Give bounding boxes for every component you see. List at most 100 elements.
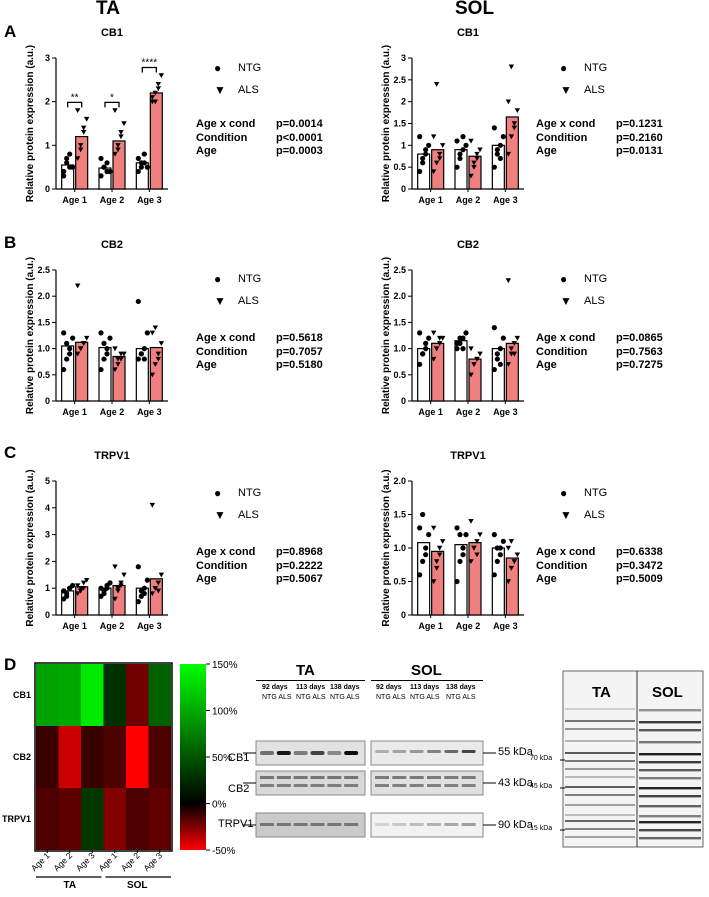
stat-value: p=0.5618 [276,332,323,344]
point-ntg [460,346,466,352]
x-tick-label: Age 1 [418,195,443,205]
blot-sol-divider [371,680,483,681]
band-cb1-ta [327,751,342,755]
stat-label: Age [196,145,217,157]
blot-ta-divider [256,680,365,681]
blot-sol-trpv1 [370,812,484,838]
y-tick-label: 0 [45,184,50,194]
point-ntg [104,346,110,352]
stats-sol-cb2: Age x cond p=0.0865 Condition p=0.7563 Age… [536,332,663,373]
y-axis-label: Relative protein expression (a.u.) [25,469,36,626]
point-als [112,564,118,570]
band-trpv1-ta [260,823,274,826]
band-trpv1-ta [344,823,359,826]
als-symbol: ▼ [214,508,226,522]
legend-sol-cb1: ● NTG ▼ ALS [560,57,607,101]
band-cb2 [344,784,359,787]
stain-band-sol [639,729,701,732]
blot-age-sol-2: 113 days [410,684,440,691]
legend-als: ALS [238,509,259,521]
point-ntg [135,599,141,605]
stain-marker-70: 70 kDa [530,755,553,762]
point-als [155,580,162,586]
stat-value: p=0.3472 [616,559,663,572]
y-tick-label: 0.5 [393,370,406,380]
band-cb1-sol [409,750,424,753]
legend-sol-cb2: ● NTG ▼ ALS [560,268,607,312]
point-ntg [497,142,503,148]
band-trpv1-sol [392,823,407,826]
point-ntg [463,330,469,336]
point-ntg [454,346,460,352]
band-cb1-sol [461,750,476,753]
heatmap-colorbar: 150% 100% 50% 0% -50% [180,660,238,857]
stats-ta-trpv1: Age x cond p=0.8968 Condition p=0.2222 Age… [196,546,323,587]
x-tick-label: Age 1 [62,195,87,205]
panel-letter-a: A [4,22,17,41]
point-als [468,346,474,352]
heatmap-col-label: Age 2 [51,850,74,873]
point-ntg [463,532,469,538]
band-cb2 [409,776,424,779]
stat-label: Condition [196,345,248,358]
y-tick-label: 1.5 [393,317,406,327]
stat-value: p=0.1231 [616,118,663,130]
band-cb2 [293,776,308,779]
heatmap-cell [58,664,81,726]
point-ntg [491,125,497,131]
band-cb2 [392,776,407,779]
point-ntg [98,173,104,179]
point-ntg [500,134,506,140]
point-als [514,335,521,341]
blot-cond-ta-2: NTG ALS [296,694,326,701]
point-als [149,372,156,378]
legend-ntg: NTG [238,487,262,499]
stat-label: Condition [536,559,588,572]
header-ta: TA [96,0,120,19]
stain-band-ta [565,776,635,778]
stat-value: p=0.0131 [616,145,663,157]
point-als [115,143,121,148]
point-als [430,356,437,362]
point-als [436,335,443,341]
heatmap-cell [126,664,149,726]
blot-age-ta-2: 113 days [296,684,326,691]
point-als [83,577,90,583]
point-als [436,156,443,162]
bar-als [75,135,89,190]
point-als [439,539,446,544]
band-cb2 [310,776,325,779]
heatmap-cell [36,664,59,726]
blot-protein-trpv1: TRPV1 [218,818,254,830]
band-cb2 [375,776,389,779]
point-als [152,325,159,331]
point-ntg [491,325,497,331]
stat-value: p=0.7563 [616,345,663,358]
point-als [74,283,81,289]
point-ntg [494,545,500,551]
stain-band-sol [639,761,701,764]
point-als [158,572,165,578]
heatmap-group-label: SOL [127,880,148,890]
stain-band-sol [639,837,701,840]
point-als [121,572,127,578]
point-ntg [423,346,429,352]
point-als [74,583,81,589]
ntg-symbol: ● [560,61,568,75]
legend-ntg: NTG [238,62,262,74]
legend-als: ALS [238,84,259,96]
stain-band-ta [565,804,635,806]
band-cb1-sol [427,750,441,753]
heatmap-col-label: Age 2 [119,850,142,873]
blot-sol-cb2 [370,770,484,796]
point-als [74,108,81,113]
point-ntg [423,340,429,346]
point-ntg [61,366,67,373]
point-als [474,539,480,544]
point-als [505,579,512,585]
x-tick-label: Age 1 [418,407,443,417]
point-ntg [491,532,497,538]
x-tick-label: Age 2 [456,407,481,417]
stain-band-sol [639,787,701,790]
point-ntg [135,564,141,570]
